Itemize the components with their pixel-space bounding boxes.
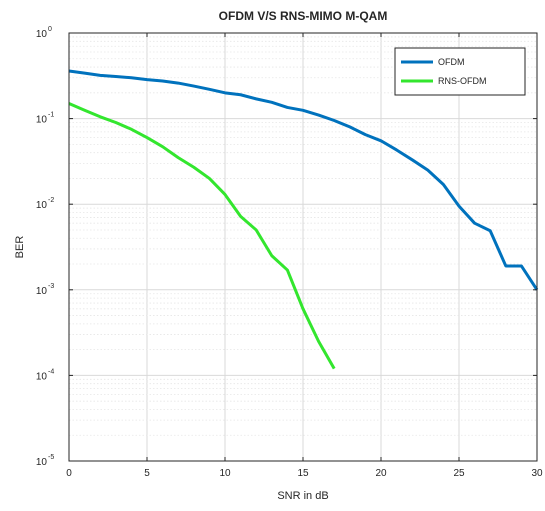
x-tick-label: 0	[66, 468, 72, 479]
y-tick-exponent: -1	[48, 112, 54, 119]
y-axis-label: BER	[14, 236, 26, 259]
y-tick-exponent: -3	[48, 283, 54, 290]
y-tick-label: 10	[36, 29, 48, 40]
x-tick-label: 30	[531, 468, 543, 479]
y-tick-exponent: -4	[48, 368, 54, 375]
x-tick-label: 25	[453, 468, 465, 479]
x-tick-label: 20	[375, 468, 387, 479]
legend-label-2: RNS-OFDM	[438, 76, 487, 86]
chart-title: OFDM V/S RNS-MIMO M-QAM	[219, 9, 388, 23]
x-tick-label: 15	[297, 468, 309, 479]
grid-lines	[69, 33, 537, 461]
series-line-2	[68, 102, 336, 370]
legend-box	[394, 47, 526, 96]
y-tick-label: 10	[36, 457, 48, 468]
y-tick-label: 10	[36, 371, 48, 382]
y-tick-exponent: -5	[48, 454, 54, 461]
series-lines	[68, 69, 539, 370]
x-axis-label: SNR in dB	[277, 490, 328, 502]
y-tick-label: 10	[36, 115, 48, 126]
x-tick-label: 5	[144, 468, 150, 479]
series-line-1	[68, 69, 539, 291]
y-tick-label: 10	[36, 200, 48, 211]
y-tick-exponent: 0	[48, 26, 52, 33]
x-tick-label: 10	[219, 468, 231, 479]
y-tick-exponent: -2	[48, 197, 54, 204]
legend: OFDM RNS-OFDM	[394, 47, 526, 96]
legend-label-1: OFDM	[438, 57, 465, 67]
y-tick-label: 10	[36, 286, 48, 297]
